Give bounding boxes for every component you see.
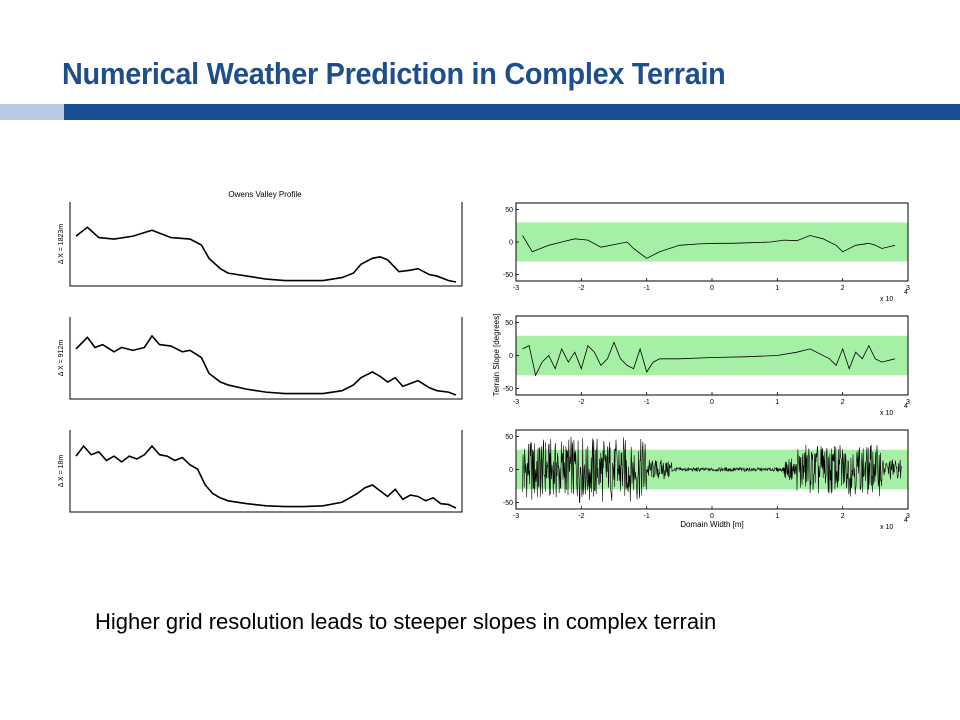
- x-tick-label: 1: [775, 399, 779, 406]
- slope-series-line: [522, 341, 895, 377]
- x-exponent-label: x 10: [880, 410, 893, 417]
- x-tick-label: -2: [578, 285, 584, 292]
- left-profile-panels: Δ X = 1823m Δ X = 912m Δ X = 18m: [58, 202, 463, 513]
- x-tick-label: -1: [644, 285, 650, 292]
- y-tick-label: 50: [505, 207, 513, 214]
- x-tick-label: -2: [578, 513, 584, 520]
- slope-series-line: [522, 235, 895, 259]
- title-bar: [0, 104, 960, 120]
- x-exponent-power: 4: [904, 517, 908, 524]
- profile-axes: [69, 430, 463, 513]
- x-tick-label: -3: [513, 285, 519, 292]
- title-bar-accent: [0, 104, 64, 120]
- profile-axes: [69, 202, 463, 287]
- x-tick-label: 2: [841, 399, 845, 406]
- x-tick-label: 1: [775, 513, 779, 520]
- x-exponent-label: x 10: [880, 524, 893, 531]
- slope-series-line: [522, 436, 902, 504]
- x-tick-label: 0: [710, 513, 714, 520]
- profile-series-line: [75, 226, 457, 283]
- profile-panel-label: Δ X = 912m: [58, 340, 65, 377]
- slide-title: Numerical Weather Prediction in Complex …: [62, 56, 726, 91]
- y-tick-label: 50: [505, 320, 513, 327]
- x-tick-label: 3: [906, 513, 910, 520]
- x-exponent-power: 4: [904, 289, 908, 296]
- y-tick-label: 0: [509, 467, 513, 474]
- x-tick-label: 0: [710, 285, 714, 292]
- x-tick-label: 2: [841, 285, 845, 292]
- x-tick-label: -1: [644, 513, 650, 520]
- right-chart-xlabel: Domain Width [m]: [680, 520, 744, 529]
- x-tick-label: -3: [513, 399, 519, 406]
- x-exponent-power: 4: [904, 403, 908, 410]
- x-tick-label: 1: [775, 285, 779, 292]
- right-chart-ylabel: Terrain Slope [degrees]: [492, 314, 501, 397]
- tolerance-band: [516, 222, 908, 262]
- y-tick-label: 50: [505, 434, 513, 441]
- slide-caption: Higher grid resolution leads to steeper …: [95, 609, 717, 634]
- profile-series-line: [75, 334, 457, 396]
- x-tick-label: 3: [906, 399, 910, 406]
- profile-panel-label: Δ X = 18m: [58, 455, 65, 488]
- x-exponent-label: x 10: [880, 296, 893, 303]
- profile-panel-label: Δ X = 1823m: [58, 224, 65, 264]
- x-tick-label: 0: [710, 399, 714, 406]
- x-tick-label: -3: [513, 513, 519, 520]
- x-tick-label: 3: [906, 285, 910, 292]
- profile-series-line: [75, 444, 457, 509]
- left-chart-title: Owens Valley Profile: [228, 190, 302, 199]
- y-tick-label: -50: [503, 386, 513, 393]
- x-tick-label: -2: [578, 399, 584, 406]
- x-tick-label: 2: [841, 513, 845, 520]
- y-tick-label: -50: [503, 272, 513, 279]
- profile-axes: [69, 317, 463, 400]
- y-tick-label: -50: [503, 500, 513, 507]
- y-tick-label: 0: [509, 240, 513, 247]
- x-tick-label: -1: [644, 399, 650, 406]
- y-tick-label: 0: [509, 353, 513, 360]
